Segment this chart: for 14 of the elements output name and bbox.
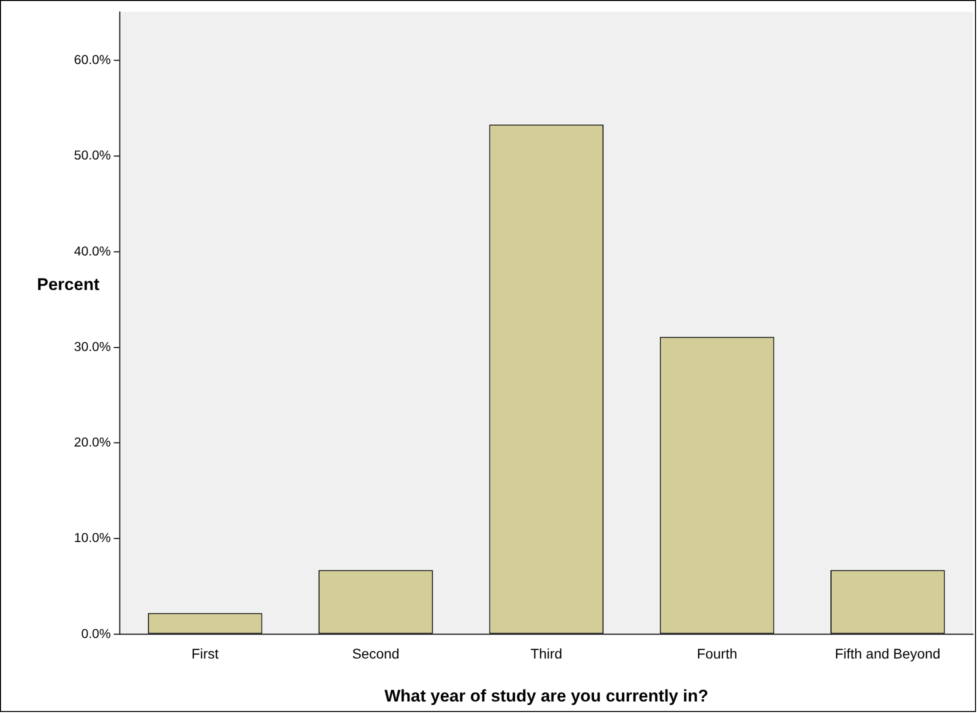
- y-tick-label: 0.0%: [81, 626, 112, 641]
- x-axis-title: What year of study are you currently in?: [384, 686, 708, 706]
- x-tick-label: First: [192, 645, 219, 662]
- y-tick-label: 10.0%: [74, 530, 112, 546]
- y-tick-label: 20.0%: [74, 434, 112, 450]
- x-tick-label: Fourth: [696, 645, 738, 662]
- x-tick-label: Fifth and Beyond: [834, 645, 940, 662]
- y-axis-title: Percent: [37, 275, 100, 295]
- x-tick-label: Second: [352, 645, 400, 662]
- y-tick-label: 30.0%: [74, 338, 112, 354]
- x-tick-label: Third: [530, 645, 562, 662]
- y-tick-label: 40.0%: [74, 243, 112, 258]
- y-tick-label: 50.0%: [74, 148, 112, 163]
- y-tick-label: 60.0%: [74, 52, 112, 68]
